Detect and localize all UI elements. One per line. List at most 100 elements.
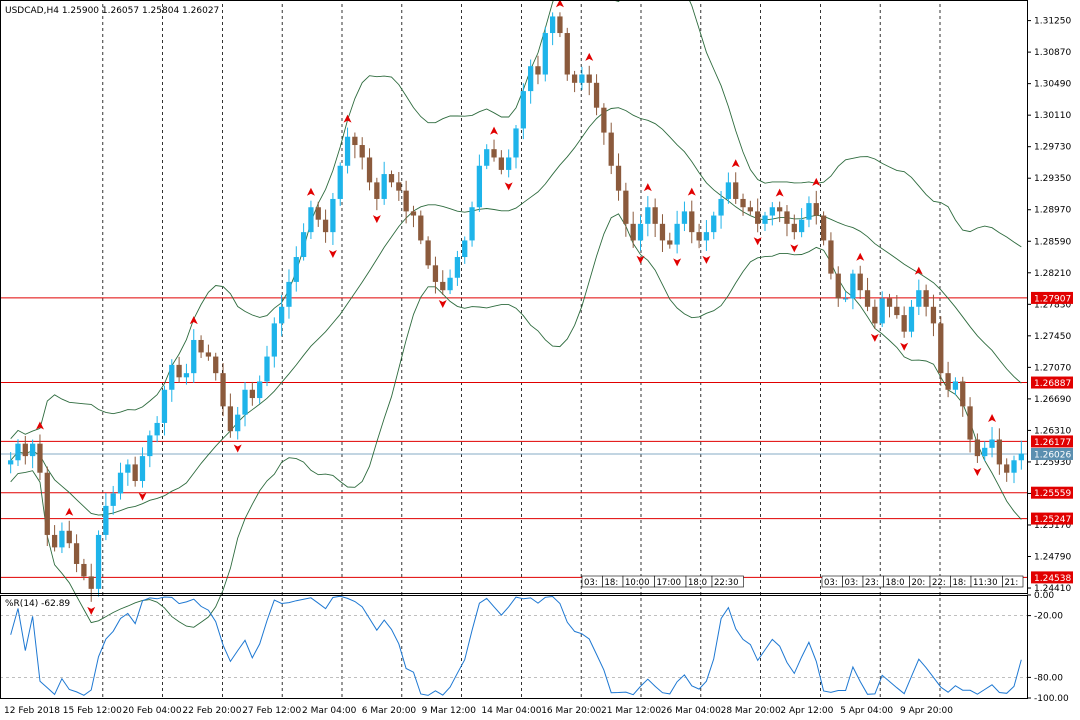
candle-body [696,232,702,241]
candle-body [755,211,761,224]
bollinger-middle [10,107,1022,516]
candle-body [139,456,146,482]
candle-body [147,435,153,457]
candle-body [623,190,629,224]
candle-body [872,306,878,324]
candle-body [154,422,160,436]
fractal-arrows [35,0,997,615]
candle-body [44,472,50,535]
candle-body [506,157,512,170]
fractal-up-arrow [812,177,821,186]
session-left-text: 18: [605,578,619,588]
candle-body [330,198,336,233]
fractal-down-arrow [973,467,982,476]
wpr-tick-label: -20.00 [1034,612,1063,622]
candle-body [864,290,871,307]
candle-body [520,91,526,129]
candle-body [257,381,263,399]
candle-body [960,381,966,407]
level-tag [1031,512,1073,525]
candle-body [425,240,431,266]
session-right-text: 18:0 [886,578,905,588]
candle-body [777,207,783,212]
session-right-text: 03: [824,578,838,588]
session-right-text: 20: [912,578,926,588]
time-tick-label: 15 Feb 12:00 [63,706,122,716]
candle-body [1004,464,1010,473]
candle-body [784,211,790,224]
candle-body [835,273,841,299]
candle-body [528,66,534,92]
candle-body [967,406,973,440]
candle-body [982,447,988,457]
session-left-text: 03: [584,578,598,588]
time-axis: 12 Feb 2018 15 Feb 12:00 20 Feb 04:00 22 Fe… [4,706,953,716]
candle-body [747,207,753,212]
time-tick-label: 9 Apr 20:00 [900,706,953,716]
candle-body [81,563,87,577]
candle-body [8,460,14,465]
candle-body [279,306,285,324]
candle-body [938,323,944,374]
candle-body [22,443,28,457]
candle-body [213,356,219,374]
current-price-tag [1031,447,1073,460]
fractal-down-arrow [233,444,242,453]
candle-body [366,157,373,183]
price-tick-label: 1.28210 [1034,269,1071,279]
session-right-text: 21: [1005,578,1019,588]
fractal-down-arrow [790,244,799,253]
candle-body [813,203,819,216]
williams-percent-r-panel [0,595,1027,696]
candle-body [161,389,168,423]
level-tag-text: 1.24538 [1034,574,1071,584]
candle-body [549,16,556,34]
candle-body [908,306,915,332]
bollinger-upper [10,0,1022,439]
candle-body [300,232,307,258]
fractal-up-arrow [988,414,997,423]
candle-body [740,198,746,208]
candle-body [674,223,680,245]
candle-body [403,190,409,212]
price-tick-label: 1.31250 [1034,17,1071,27]
price-tick-label: 1.27070 [1034,363,1071,373]
candle-body [542,33,548,75]
candle-body [410,211,417,216]
candle-body [66,530,72,544]
candle-body [989,439,995,448]
candle-body [344,136,351,166]
candle-body [513,128,519,158]
fractal-up-arrow [65,507,74,516]
wpr-line [10,595,1022,696]
candle-body [952,381,959,390]
candle-body [286,281,292,307]
price-tick-label: 1.26690 [1034,395,1071,405]
candle-body [857,273,863,291]
price-tick-label: 1.28590 [1034,237,1071,247]
candle-body [601,107,607,133]
candle-body [454,257,461,278]
candle-body [718,198,724,216]
candle-body [183,373,190,378]
candle-body [125,464,131,473]
price-tick-label: 1.26310 [1034,426,1071,436]
candle-body [205,352,212,357]
level-tag [1031,376,1073,389]
level-tag-text: 1.26887 [1034,379,1071,389]
fractal-down-arrow [372,215,381,224]
price-tick-label: 1.30490 [1034,80,1071,90]
level-tag [1031,571,1073,584]
candle-body [227,406,234,432]
candle-body [798,219,805,233]
candle-body [271,323,277,357]
fractal-up-arrow [35,421,44,430]
candle-body [132,464,138,482]
candle-body [220,373,226,407]
candle-body [791,223,797,233]
session-left-text: 18:0 [688,578,707,588]
wpr-label: %R(14) -62.89 [5,599,70,609]
candle-body [176,364,182,378]
candle-body [564,33,570,75]
time-tick-label: 5 Apr 04:00 [840,706,893,716]
